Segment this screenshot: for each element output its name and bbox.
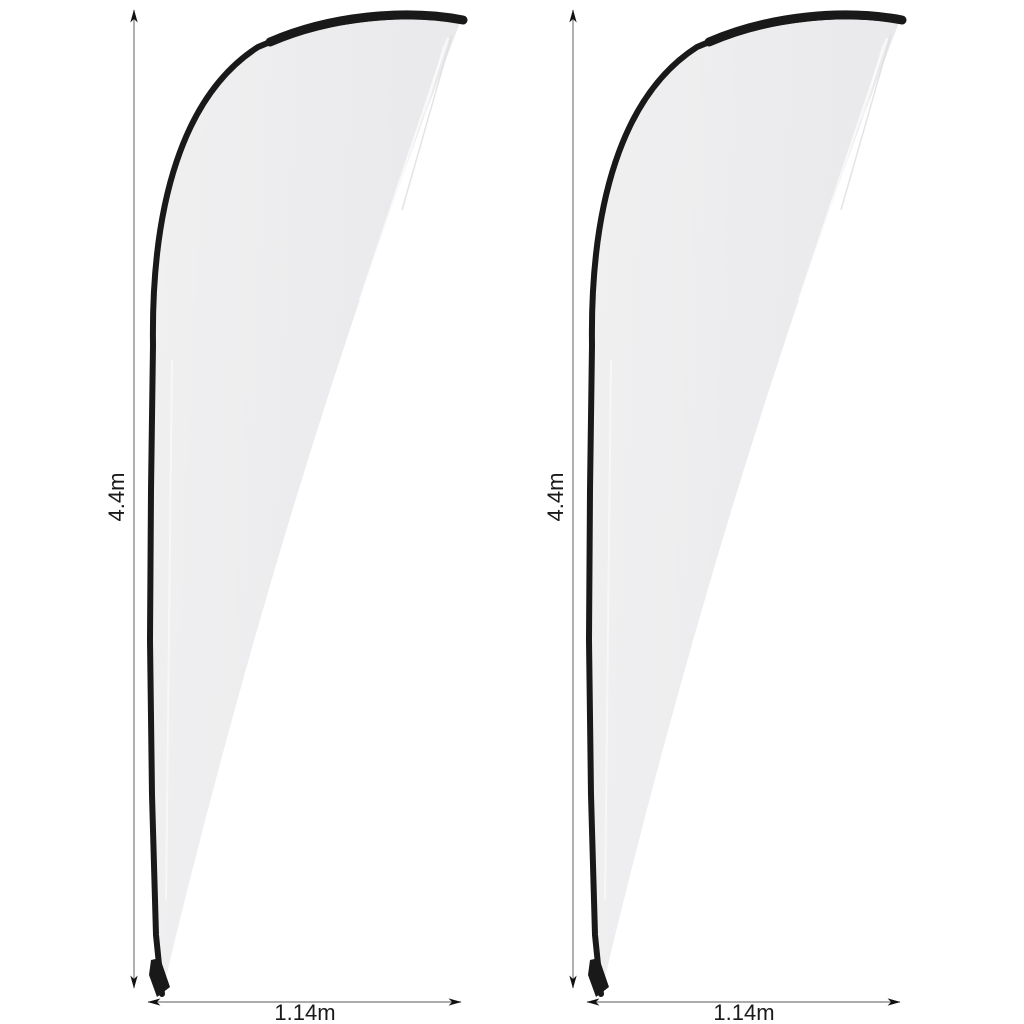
fabric-crease — [740, 44, 884, 561]
flag-foot — [588, 958, 609, 997]
flag-fabric — [150, 16, 461, 995]
height-label: 4.4m — [104, 473, 129, 522]
fabric-crease — [165, 359, 173, 901]
height-label: 4.4m — [543, 473, 568, 522]
fabric-crease — [797, 37, 889, 301]
width-label: 1.14m — [274, 1000, 335, 1024]
width-label: 1.14m — [713, 1000, 774, 1024]
flag-right-group: 4.4m 1.14m — [543, 9, 907, 1024]
fabric-crease — [358, 37, 450, 301]
flag-top-edge — [265, 10, 468, 47]
flag-fabric — [589, 16, 900, 995]
fabric-crease — [301, 44, 445, 561]
fabric-crease — [401, 34, 453, 211]
fabric-crease — [604, 359, 612, 901]
flag-foot — [149, 958, 170, 997]
fabric-crease — [840, 34, 892, 211]
flag-top-edge — [704, 10, 907, 47]
flag-left-group: 4.4m 1.14m — [104, 9, 468, 1024]
